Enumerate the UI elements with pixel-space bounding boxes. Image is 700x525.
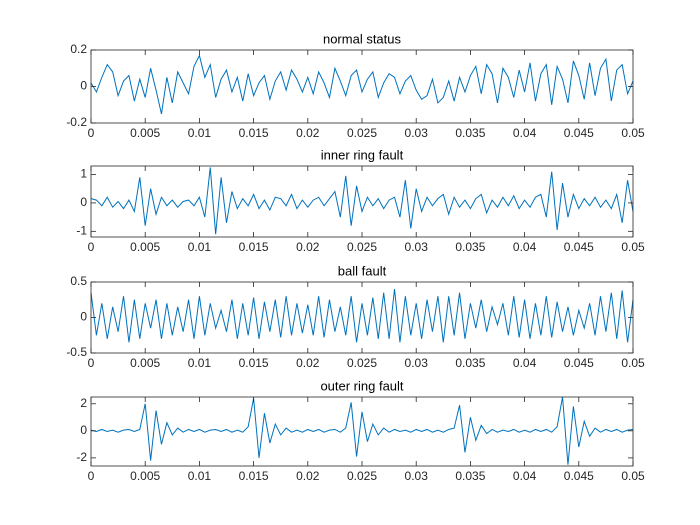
y-tick-label: 0: [80, 79, 87, 93]
y-tick-label: 0: [80, 195, 87, 209]
plot-area: [91, 282, 633, 353]
chart-title: inner ring fault: [321, 147, 404, 162]
x-tick-label: 0.035: [455, 240, 485, 254]
x-tick-label: 0.04: [513, 126, 537, 140]
y-tick-label: -0.2: [66, 115, 87, 129]
x-tick-label: 0.005: [130, 356, 160, 370]
x-tick-label: 0.02: [296, 469, 320, 483]
x-tick-label: 0.025: [347, 126, 377, 140]
x-tick-label: 0.015: [239, 126, 269, 140]
signal-line: [90, 54, 634, 114]
x-tick-label: 0.01: [188, 126, 212, 140]
x-tick-label: 0.025: [347, 469, 377, 483]
x-tick-label: 0.045: [564, 356, 594, 370]
chart-title: ball fault: [338, 263, 387, 278]
x-tick-label: 0.05: [621, 126, 645, 140]
x-tick-label: 0.025: [347, 240, 377, 254]
signal-line: [90, 289, 634, 343]
x-tick-label: 0.05: [621, 356, 645, 370]
x-tick-label: 0.03: [405, 240, 429, 254]
x-tick-label: 0.005: [130, 240, 160, 254]
x-tick-label: 0.035: [455, 356, 485, 370]
plot-area: [91, 397, 633, 466]
y-tick-label: -0.5: [66, 345, 87, 359]
x-tick-label: 0: [88, 469, 95, 483]
x-tick-label: 0.035: [455, 126, 485, 140]
y-tick-label: 0.2: [70, 42, 87, 56]
x-tick-label: 0.04: [513, 356, 537, 370]
x-tick-label: 0.01: [188, 469, 212, 483]
plot-area: [91, 50, 633, 123]
x-tick-label: 0.02: [296, 356, 320, 370]
x-tick-label: 0.04: [513, 240, 537, 254]
x-tick-label: 0.045: [564, 240, 594, 254]
x-tick-label: 0.03: [405, 469, 429, 483]
x-tick-label: 0.03: [405, 356, 429, 370]
y-tick-label: -2: [76, 450, 87, 464]
x-tick-label: 0.045: [564, 469, 594, 483]
y-tick-label: 1: [80, 167, 87, 181]
chart-title: outer ring fault: [320, 378, 403, 393]
x-tick-label: 0.04: [513, 469, 537, 483]
x-tick-label: 0.035: [455, 469, 485, 483]
x-tick-label: 0.05: [621, 240, 645, 254]
x-tick-label: 0: [88, 356, 95, 370]
x-tick-label: 0.005: [130, 469, 160, 483]
y-tick-label: -1: [76, 223, 87, 237]
x-tick-label: 0: [88, 126, 95, 140]
x-tick-label: 0.01: [188, 356, 212, 370]
y-tick-label: 0: [80, 423, 87, 437]
x-tick-label: 0.015: [239, 469, 269, 483]
y-tick-label: 2: [80, 396, 87, 410]
chart-title: normal status: [323, 31, 402, 46]
x-tick-label: 0.025: [347, 356, 377, 370]
x-tick-label: 0.02: [296, 126, 320, 140]
signal-line: [90, 396, 634, 465]
x-tick-label: 0.03: [405, 126, 429, 140]
x-tick-label: 0.02: [296, 240, 320, 254]
x-tick-label: 0.045: [564, 126, 594, 140]
x-tick-label: 0.015: [239, 240, 269, 254]
x-tick-label: 0.015: [239, 356, 269, 370]
y-tick-label: 0.5: [70, 274, 87, 288]
x-tick-label: 0.05: [621, 469, 645, 483]
x-tick-label: 0.005: [130, 126, 160, 140]
y-tick-label: 0: [80, 310, 87, 324]
x-tick-label: 0.01: [188, 240, 212, 254]
x-tick-label: 0: [88, 240, 95, 254]
signal-line: [90, 167, 634, 235]
